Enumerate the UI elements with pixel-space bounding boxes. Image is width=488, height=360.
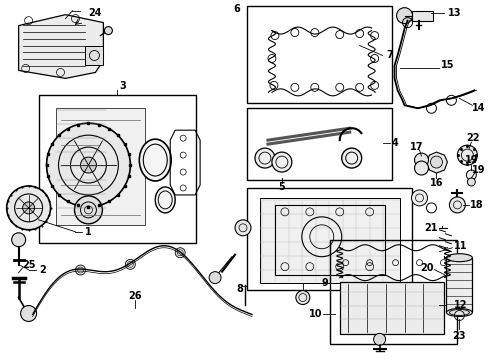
Bar bbox=[39, 95, 196, 243]
Text: 8: 8 bbox=[236, 284, 243, 293]
Text: 4: 4 bbox=[390, 138, 397, 148]
Circle shape bbox=[414, 161, 427, 175]
Circle shape bbox=[20, 306, 37, 321]
Ellipse shape bbox=[139, 139, 171, 181]
Text: 14: 14 bbox=[470, 103, 484, 113]
Circle shape bbox=[411, 190, 427, 206]
Text: 22: 22 bbox=[466, 133, 479, 143]
Text: 3: 3 bbox=[119, 81, 125, 91]
Circle shape bbox=[466, 170, 475, 180]
Bar bbox=[246, 188, 411, 289]
Polygon shape bbox=[56, 108, 145, 225]
Text: 23: 23 bbox=[452, 332, 465, 341]
Text: 5: 5 bbox=[278, 182, 285, 192]
Text: 11: 11 bbox=[453, 241, 466, 251]
Text: 1: 1 bbox=[85, 227, 92, 237]
Circle shape bbox=[74, 196, 102, 224]
Bar bbox=[260, 198, 399, 283]
Bar bbox=[85, 45, 103, 66]
Text: 19: 19 bbox=[470, 165, 484, 175]
Circle shape bbox=[467, 178, 474, 186]
Bar bbox=[246, 108, 391, 180]
Text: 6: 6 bbox=[233, 4, 240, 14]
Text: 24: 24 bbox=[88, 8, 102, 18]
Text: 16: 16 bbox=[429, 178, 442, 188]
Bar bbox=[446, 258, 471, 312]
Circle shape bbox=[235, 220, 250, 236]
Circle shape bbox=[254, 148, 274, 168]
Circle shape bbox=[175, 248, 185, 258]
Text: 13: 13 bbox=[447, 8, 460, 18]
Text: 2: 2 bbox=[39, 265, 46, 275]
Circle shape bbox=[414, 153, 427, 167]
Circle shape bbox=[456, 145, 476, 165]
Circle shape bbox=[341, 148, 361, 168]
Text: 12: 12 bbox=[453, 300, 466, 310]
Polygon shape bbox=[339, 282, 444, 334]
Circle shape bbox=[396, 8, 412, 24]
Circle shape bbox=[104, 27, 112, 35]
Text: 25: 25 bbox=[22, 260, 35, 270]
Text: 7: 7 bbox=[386, 50, 392, 60]
Text: 26: 26 bbox=[128, 291, 142, 301]
Polygon shape bbox=[19, 15, 103, 78]
Text: 21: 21 bbox=[424, 223, 437, 233]
Text: 15: 15 bbox=[440, 60, 453, 71]
Circle shape bbox=[295, 291, 309, 305]
Circle shape bbox=[7, 186, 50, 230]
Text: 10: 10 bbox=[308, 310, 322, 319]
Text: 18: 18 bbox=[468, 200, 482, 210]
Text: 9: 9 bbox=[321, 278, 327, 288]
Text: 20: 20 bbox=[420, 263, 433, 273]
Polygon shape bbox=[426, 152, 447, 173]
Ellipse shape bbox=[446, 309, 471, 316]
Text: 19: 19 bbox=[464, 155, 477, 165]
Circle shape bbox=[209, 272, 221, 284]
Circle shape bbox=[125, 259, 135, 269]
Circle shape bbox=[429, 156, 442, 168]
Circle shape bbox=[12, 233, 25, 247]
Text: 17: 17 bbox=[409, 142, 423, 152]
Ellipse shape bbox=[446, 254, 471, 262]
Circle shape bbox=[81, 157, 96, 173]
Circle shape bbox=[75, 265, 85, 275]
Bar bbox=[274, 205, 384, 275]
Bar bbox=[246, 6, 391, 103]
Ellipse shape bbox=[155, 187, 175, 213]
Circle shape bbox=[448, 197, 465, 213]
Bar bbox=[329, 240, 456, 345]
Circle shape bbox=[22, 202, 35, 214]
Circle shape bbox=[46, 123, 130, 207]
Bar bbox=[411, 11, 432, 21]
Circle shape bbox=[373, 333, 385, 345]
Circle shape bbox=[271, 152, 291, 172]
